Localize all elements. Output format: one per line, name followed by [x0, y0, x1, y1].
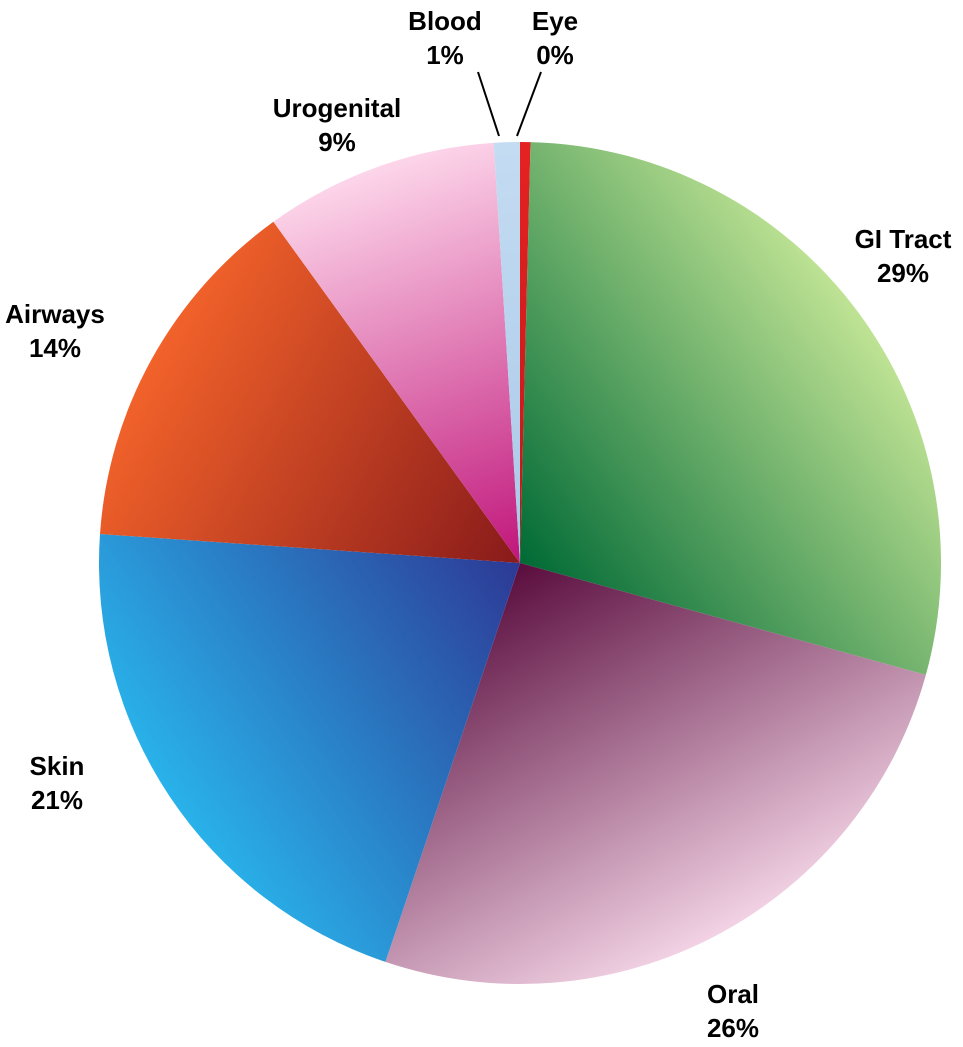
slice-label: Skin: [30, 751, 85, 781]
pie-slice: [99, 221, 521, 563]
pie-slice: [385, 563, 926, 984]
leader-line: [477, 71, 500, 137]
slice-value-label: 1%: [426, 40, 464, 70]
slice-label: Eye: [532, 6, 578, 36]
slice-label: GI Tract: [855, 224, 952, 254]
pie-slice: [520, 142, 531, 563]
slice-label: Urogenital: [273, 93, 402, 123]
slice-value-label: 29%: [877, 258, 929, 288]
pie-slice: [520, 142, 941, 675]
leader-line: [516, 71, 542, 137]
pie-slice: [273, 142, 520, 563]
slice-value-label: 21%: [31, 785, 83, 815]
slice-value-label: 9%: [318, 127, 356, 157]
slice-value-label: 26%: [707, 1013, 759, 1043]
slice-label: Airways: [5, 299, 105, 329]
slice-label: Oral: [707, 979, 759, 1009]
slice-value-label: 14%: [29, 333, 81, 363]
pie-slice: [99, 534, 521, 962]
slice-label: Blood: [408, 6, 482, 36]
pie-slice: [493, 142, 520, 563]
slice-value-label: 0%: [536, 40, 574, 70]
